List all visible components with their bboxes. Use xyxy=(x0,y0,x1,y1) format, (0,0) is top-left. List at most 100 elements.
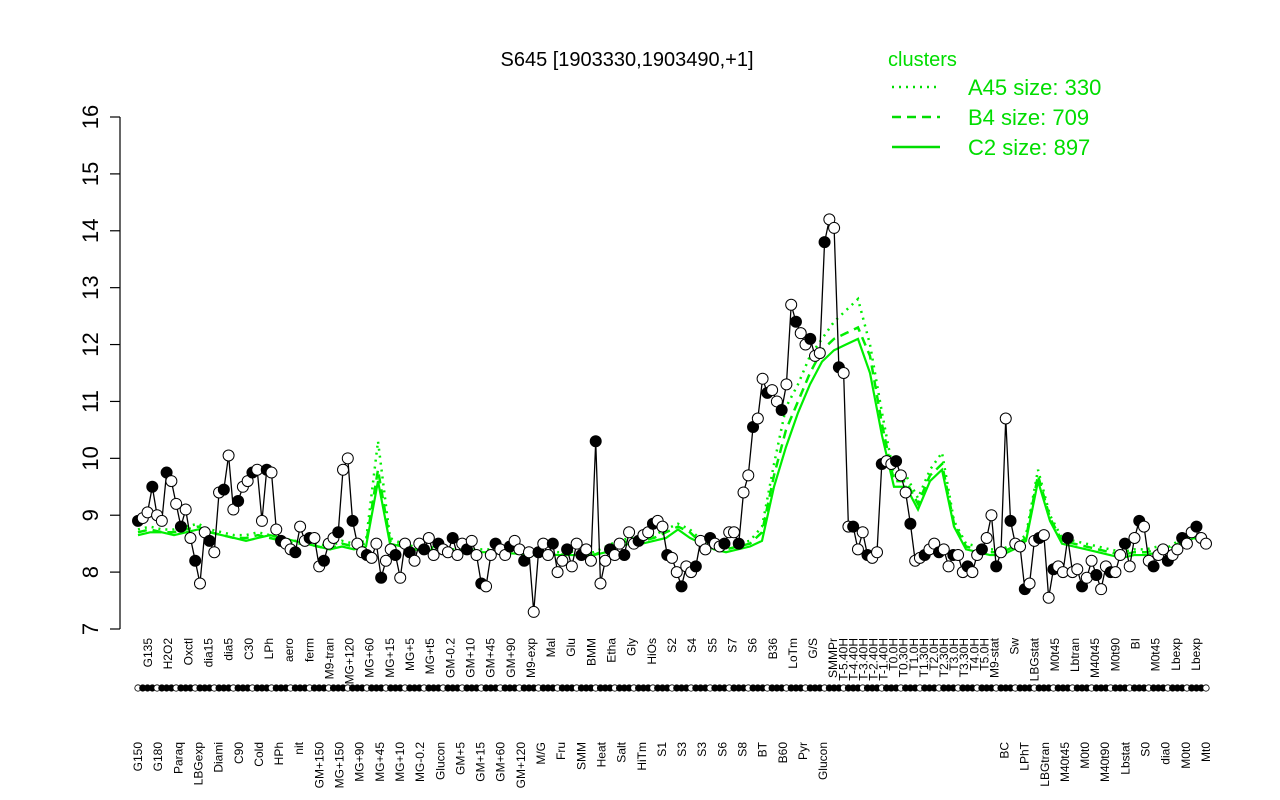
x-tick-label: GM+60 xyxy=(494,742,508,782)
x-tick-label: M40t45 xyxy=(1058,742,1072,782)
x-tick-label: GM+10 xyxy=(463,638,477,678)
x-tick-label: T3.30H xyxy=(957,638,971,677)
data-point xyxy=(527,605,540,618)
x-tick-label: T1.30H xyxy=(917,638,931,677)
data-point xyxy=(189,554,202,567)
data-point xyxy=(1085,554,1098,567)
data-point xyxy=(813,347,826,360)
x-tick-label: S3 xyxy=(695,742,709,757)
x-tick-label: S3 xyxy=(675,742,689,757)
x-tick-label: M0t0 xyxy=(1078,742,1092,769)
x-tick-label: T-3.40H xyxy=(856,638,870,681)
x-tick-label: HiTm xyxy=(635,742,649,771)
x-tick-label: M9-exp xyxy=(524,638,538,678)
x-tick-label: aero xyxy=(282,638,296,662)
data-point xyxy=(308,531,321,544)
x-tick-label: BC xyxy=(997,742,1011,759)
x-tick-label: GM-0.2 xyxy=(443,638,457,678)
data-point xyxy=(804,332,817,345)
x-tick-label: BT xyxy=(756,741,770,757)
data-point xyxy=(365,551,378,564)
x-tick-label: Diami xyxy=(212,742,226,773)
y-tick-label: 12 xyxy=(78,332,103,356)
x-tick-label: SMM xyxy=(574,742,588,770)
x-tick-label: T-1.40H xyxy=(877,638,891,681)
x-tick-label: M9-tran xyxy=(322,638,336,679)
data-point xyxy=(732,537,745,550)
y-axis: 7 8 9 10 11 12 13 14 15 16 xyxy=(78,105,121,635)
x-tick-label: MG+120 xyxy=(343,638,357,685)
chart-title: S645 [1903330,1903490,+1] xyxy=(500,49,753,71)
x-tick-label: S2 xyxy=(665,638,679,653)
x-tick-label: T-5.40H xyxy=(836,638,850,681)
x-tick-label: M0t45 xyxy=(1149,638,1163,672)
x-tick-label: MG+5 xyxy=(403,638,417,671)
x-tick-label: T4.0H xyxy=(967,638,981,671)
x-tick-label: nit xyxy=(292,741,306,754)
x-tick-label: S6 xyxy=(715,742,729,757)
x-tick-label: C90 xyxy=(232,742,246,764)
data-point xyxy=(894,469,907,482)
data-point xyxy=(975,543,988,556)
data-point xyxy=(184,531,197,544)
x-tick-label: dia0 xyxy=(1159,742,1173,765)
data-point xyxy=(1180,537,1193,550)
data-point xyxy=(165,475,178,488)
data-point xyxy=(408,554,421,567)
x-tick-label: GM+150 xyxy=(312,742,326,789)
x-tick-label: T0.30H xyxy=(897,638,911,677)
x-tick-label: H2O2 xyxy=(161,638,175,670)
x-tick-label: MG-0.2 xyxy=(413,742,427,782)
x-tick-label: Paraq xyxy=(171,742,185,774)
x-tick-label: G180 xyxy=(151,742,165,772)
data-point xyxy=(904,517,917,530)
data-point xyxy=(871,546,884,559)
data-point xyxy=(718,537,731,550)
data-point xyxy=(1061,531,1074,544)
data-point xyxy=(675,580,688,593)
data-point xyxy=(551,566,564,579)
data-point xyxy=(174,520,187,533)
data-point xyxy=(818,236,831,249)
data-point xyxy=(179,503,192,516)
x-tick-label: LBGtran xyxy=(1038,742,1052,787)
legend-label: C2 size: 897 xyxy=(968,135,1090,160)
data-point xyxy=(952,549,965,562)
data-point xyxy=(193,577,206,590)
data-point xyxy=(766,384,779,397)
data-point xyxy=(546,537,559,550)
data-point xyxy=(556,554,569,567)
data-point xyxy=(341,452,354,465)
x-tick-label: S1 xyxy=(655,742,669,757)
data-point xyxy=(966,566,979,579)
x-tick-label: GM+45 xyxy=(484,638,498,678)
data-point xyxy=(1171,543,1184,556)
data-point xyxy=(1037,529,1050,542)
data-point xyxy=(613,537,626,550)
legend-label: B4 size: 709 xyxy=(968,105,1089,130)
data-point xyxy=(780,378,793,391)
y-tick-label: 9 xyxy=(78,509,103,521)
x-tick-label: GM+120 xyxy=(514,742,528,789)
x-tick-label: T5.0H xyxy=(977,638,991,671)
data-point xyxy=(756,372,769,385)
x-tick-label: MG+150 xyxy=(333,742,347,789)
data-point xyxy=(446,531,459,544)
data-point xyxy=(699,543,712,556)
x-tick-label: BMM xyxy=(584,638,598,666)
data-point xyxy=(542,549,555,562)
x-tick-label: Lbtran xyxy=(1068,638,1082,672)
x-axis: G150 G135 G180 H2O2 Paraq Oxctl LBGexp dia15 Dia… xyxy=(131,637,1213,788)
x-tick-label: C30 xyxy=(242,638,256,660)
x-tick-label: MG+90 xyxy=(353,742,367,782)
data-point xyxy=(1004,514,1017,527)
data-point xyxy=(737,486,750,499)
x-tick-label: S6 xyxy=(746,638,760,653)
data-point xyxy=(565,560,578,573)
x-tick-label: LoTm xyxy=(786,638,800,669)
data-point xyxy=(217,483,230,496)
y-tick-label: 8 xyxy=(78,566,103,578)
data-point xyxy=(394,571,407,584)
data-point xyxy=(618,549,631,562)
data-point xyxy=(451,549,464,562)
